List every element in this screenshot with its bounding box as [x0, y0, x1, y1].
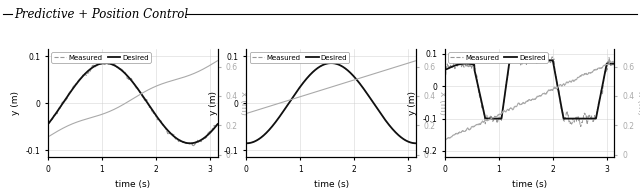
Y-axis label: y (m): y (m)	[209, 91, 218, 115]
Legend: Measured, Desired: Measured, Desired	[51, 52, 151, 63]
Text: Predictive + Position Control: Predictive + Position Control	[14, 8, 188, 21]
Y-axis label: y (m): y (m)	[408, 91, 417, 115]
Y-axis label: x (m): x (m)	[438, 91, 447, 115]
Legend: Measured, Desired: Measured, Desired	[250, 52, 349, 63]
Legend: Measured, Desired: Measured, Desired	[448, 52, 548, 63]
X-axis label: time (s): time (s)	[314, 180, 349, 189]
Y-axis label: x (m): x (m)	[239, 91, 248, 115]
X-axis label: time (s): time (s)	[512, 180, 547, 189]
Y-axis label: x (m): x (m)	[636, 91, 640, 115]
X-axis label: time (s): time (s)	[115, 180, 150, 189]
Y-axis label: y (m): y (m)	[11, 91, 20, 115]
